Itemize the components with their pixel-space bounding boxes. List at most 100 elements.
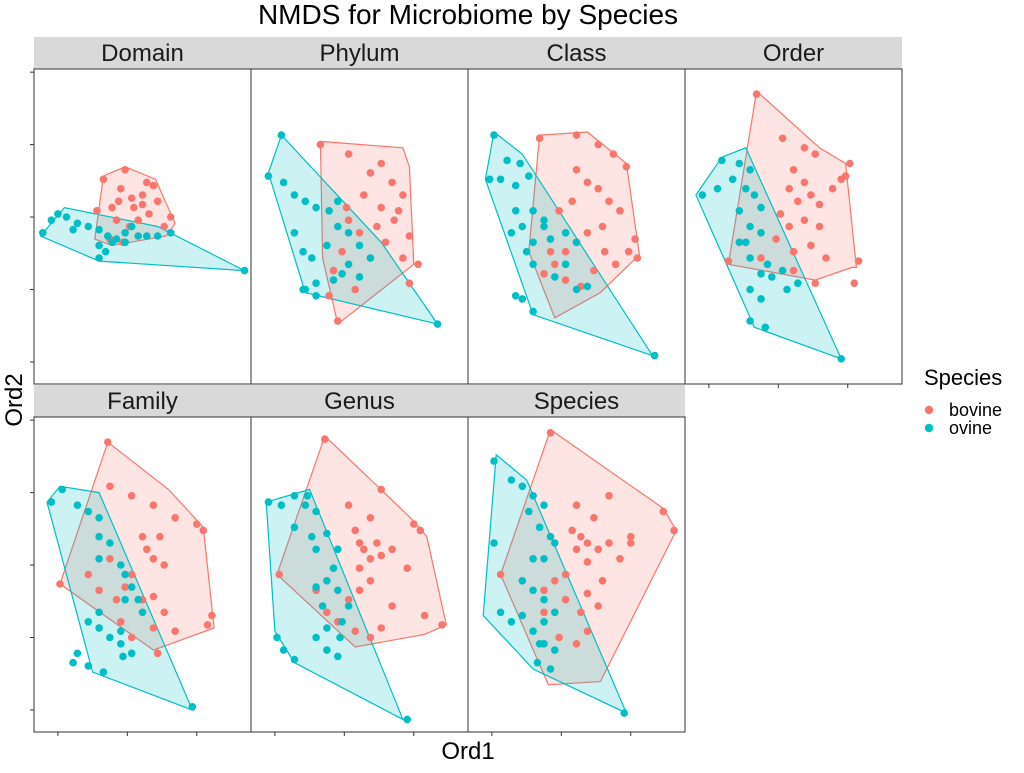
point-ovine xyxy=(312,583,320,591)
point-bovine xyxy=(203,621,212,629)
point-ovine xyxy=(303,492,312,500)
point-bovine xyxy=(405,279,414,288)
point-bovine xyxy=(366,577,375,585)
facet-label: Phylum xyxy=(319,40,399,67)
point-ovine xyxy=(95,514,103,522)
point-bovine xyxy=(316,140,325,149)
point-ovine xyxy=(507,229,516,237)
point-bovine xyxy=(112,216,121,224)
point-bovine xyxy=(757,254,765,262)
point-bovine xyxy=(329,266,338,275)
point-bovine xyxy=(355,539,364,547)
point-ovine xyxy=(166,229,175,237)
point-bovine xyxy=(414,260,422,269)
point-bovine xyxy=(149,592,158,601)
point-ovine xyxy=(312,633,320,642)
point-bovine xyxy=(138,532,147,541)
point-ovine xyxy=(119,652,127,661)
hull-bovine xyxy=(319,140,415,326)
point-bovine xyxy=(160,608,168,617)
point-bovine xyxy=(138,191,147,199)
point-ovine xyxy=(279,646,288,654)
point-bovine xyxy=(583,589,592,598)
point-bovine xyxy=(605,197,613,206)
facet-panel-family: Family xyxy=(30,385,252,736)
point-bovine xyxy=(627,539,635,547)
facet-panel-domain: Domain xyxy=(30,37,252,385)
point-bovine xyxy=(390,216,399,224)
point-bovine xyxy=(583,178,592,187)
point-ovine xyxy=(728,175,737,184)
point-bovine xyxy=(785,184,793,193)
point-ovine xyxy=(69,658,77,667)
point-ovine xyxy=(757,229,765,237)
point-bovine xyxy=(807,241,815,250)
point-ovine xyxy=(101,247,110,256)
point-bovine xyxy=(561,595,570,604)
point-bovine xyxy=(394,207,403,215)
point-bovine xyxy=(399,191,407,199)
point-bovine xyxy=(344,216,353,224)
point-bovine xyxy=(106,482,114,491)
point-ovine xyxy=(572,238,581,247)
facet-label: Class xyxy=(546,40,606,67)
point-ovine xyxy=(308,532,316,541)
point-bovine xyxy=(351,285,360,294)
point-bovine xyxy=(377,159,386,168)
point-ovine xyxy=(279,178,288,187)
point-ovine xyxy=(507,618,516,626)
point-ovine xyxy=(95,532,103,541)
point-ovine xyxy=(620,709,628,717)
point-ovine xyxy=(783,285,791,294)
point-ovine xyxy=(106,539,114,547)
point-bovine xyxy=(114,197,123,206)
point-ovine xyxy=(290,523,299,532)
point-ovine xyxy=(38,229,47,237)
point-ovine xyxy=(121,229,129,237)
y-axis-label: Ord2 xyxy=(1,373,28,426)
point-ovine xyxy=(518,482,527,491)
point-ovine xyxy=(540,618,548,626)
facet-panel-species: Species xyxy=(467,385,686,736)
point-ovine xyxy=(540,595,548,604)
facet-panel-genus: Genus xyxy=(250,385,469,736)
point-ovine xyxy=(742,238,750,247)
point-ovine xyxy=(794,279,802,288)
point-ovine xyxy=(778,266,787,275)
point-ovine xyxy=(713,184,722,193)
point-bovine xyxy=(93,207,101,215)
point-bovine xyxy=(381,238,390,247)
point-bovine xyxy=(420,611,429,620)
facet-strip xyxy=(685,37,902,69)
point-bovine xyxy=(366,514,375,522)
point-bovine xyxy=(377,551,386,560)
point-ovine xyxy=(551,539,559,547)
point-ovine xyxy=(338,270,346,278)
point-ovine xyxy=(273,633,281,642)
point-ovine xyxy=(312,292,320,300)
point-bovine xyxy=(403,564,412,572)
point-ovine xyxy=(84,662,93,670)
point-bovine xyxy=(145,210,153,218)
point-bovine xyxy=(616,555,624,563)
point-bovine xyxy=(160,222,168,231)
point-ovine xyxy=(535,640,544,648)
point-ovine xyxy=(540,501,548,510)
point-ovine xyxy=(73,501,82,510)
point-ovine xyxy=(127,222,136,231)
point-ovine xyxy=(698,191,707,199)
point-bovine xyxy=(334,317,342,325)
point-bovine xyxy=(405,232,414,240)
point-ovine xyxy=(323,577,331,585)
point-bovine xyxy=(171,514,179,522)
point-bovine xyxy=(143,178,151,187)
point-ovine xyxy=(106,633,114,642)
point-ovine xyxy=(121,595,129,604)
legend-label-bovine: bovine xyxy=(949,400,1002,420)
point-bovine xyxy=(600,247,609,256)
point-ovine xyxy=(650,351,659,360)
point-bovine xyxy=(344,150,353,158)
point-ovine xyxy=(355,273,364,281)
